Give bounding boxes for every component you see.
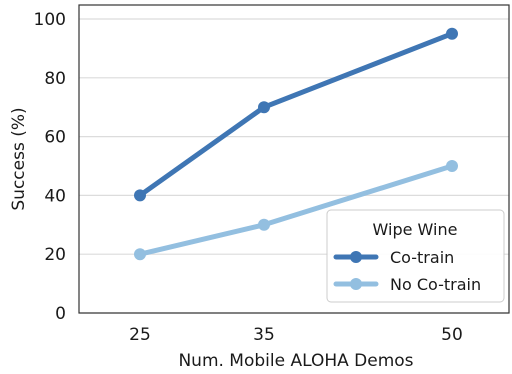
legend-box bbox=[326, 209, 505, 303]
legend-swatch-marker bbox=[350, 251, 362, 263]
plot-frame bbox=[78, 4, 510, 314]
y-tick-label: 60 bbox=[44, 128, 66, 148]
legend-entries: Co-train No Co-train bbox=[333, 248, 481, 294]
y-axis-ticks: 0 20 40 60 80 100 bbox=[34, 10, 66, 324]
legend: Wipe Wine Co-train No Co-train bbox=[326, 209, 505, 303]
y-tick-label: 40 bbox=[44, 186, 66, 206]
y-tick-label: 0 bbox=[55, 304, 66, 324]
data-point bbox=[446, 160, 458, 172]
x-tick-label: 50 bbox=[441, 325, 463, 345]
y-axis-label: Success (%) bbox=[9, 107, 29, 210]
data-point bbox=[258, 218, 270, 231]
data-point bbox=[134, 189, 146, 202]
y-tick-label: 80 bbox=[44, 69, 66, 89]
x-axis-ticks: 25 35 50 bbox=[129, 325, 463, 345]
x-axis-label: Num. Mobile ALOHA Demos bbox=[178, 351, 413, 370]
series-layer bbox=[134, 27, 458, 261]
y-tick-label: 20 bbox=[44, 245, 66, 265]
x-tick-label: 25 bbox=[129, 325, 151, 345]
data-point bbox=[258, 101, 270, 114]
legend-entry-label: No Co-train bbox=[390, 275, 481, 294]
y-tick-label: 100 bbox=[34, 10, 66, 30]
series-no-co-train bbox=[134, 160, 458, 261]
series-line bbox=[137, 31, 455, 198]
legend-entry-label: Co-train bbox=[390, 248, 454, 267]
data-point bbox=[134, 248, 146, 261]
legend-swatch-marker bbox=[350, 278, 362, 290]
legend-title: Wipe Wine bbox=[373, 220, 458, 239]
x-tick-label: 35 bbox=[253, 325, 275, 345]
series-co-train bbox=[134, 27, 458, 202]
data-point bbox=[446, 27, 458, 40]
